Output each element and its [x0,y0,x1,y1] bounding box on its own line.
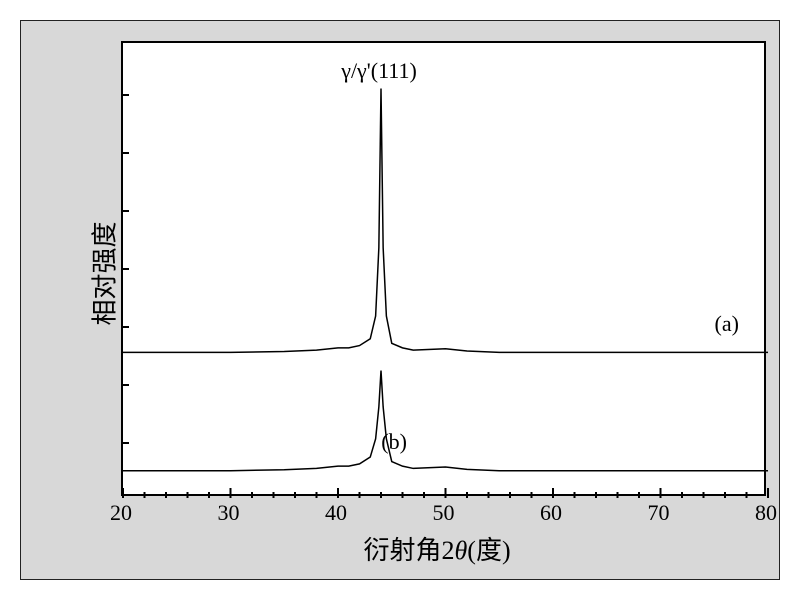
y-axis-label: 相对强度 [85,221,122,325]
xtick-label: 20 [110,500,132,526]
plot-svg [123,43,768,498]
xtick-label: 60 [540,500,562,526]
series-label-a: (a) [715,311,739,337]
x-axis-label-prefix: 衍射角2 [364,536,455,565]
xtick-label: 70 [648,500,670,526]
x-axis-label: 衍射角2θ(度) [364,530,511,567]
plot-area [121,41,766,496]
x-axis-label-suffix: (度) [467,536,510,565]
xtick-label: 40 [325,500,347,526]
xtick-label: 80 [755,500,777,526]
series-label-b: (b) [381,429,407,455]
xrd-series-a [123,89,768,353]
x-axis-label-theta: θ [455,536,468,565]
xrd-series-b [123,371,768,471]
xtick-label: 30 [218,500,240,526]
figure-frame: 相对强度 衍射角2θ(度) 20 30 40 50 60 70 80 (a) (b) γ/γ'(1… [20,20,780,580]
peak-label: γ/γ'(111) [341,58,417,84]
xtick-label: 50 [433,500,455,526]
